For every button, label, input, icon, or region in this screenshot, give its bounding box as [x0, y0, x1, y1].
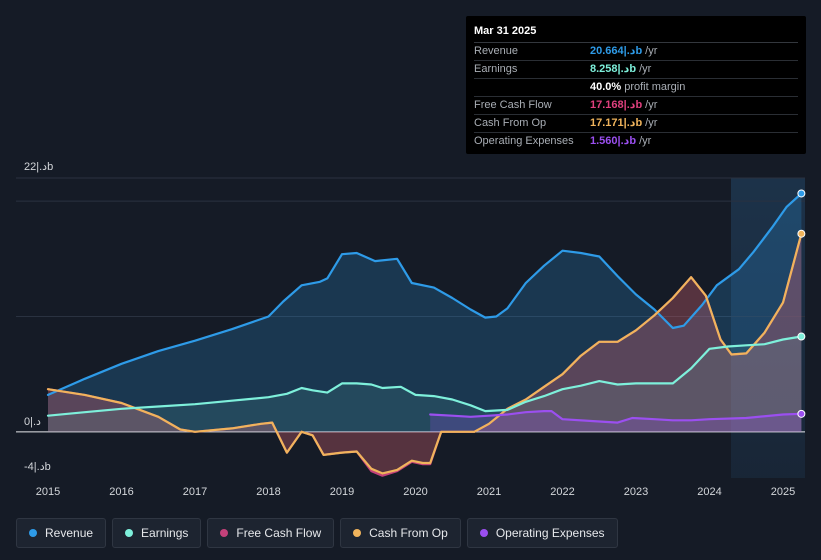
y-tick-label-zero: 0|.د: [24, 416, 41, 428]
x-tick-label: 2023: [624, 486, 648, 498]
operating-expenses-area: [430, 411, 802, 432]
revenue-area: [48, 193, 802, 432]
x-tick-label: 2019: [330, 486, 354, 498]
tooltip-row: Free Cash Flow 17.168|.دb/yr: [474, 97, 798, 115]
tooltip-row: 40.0% profit margin: [474, 79, 798, 97]
tooltip-row-name: Free Cash Flow: [474, 99, 552, 111]
x-tick-label: 2025: [771, 486, 795, 498]
x-tick-label: 2020: [403, 486, 427, 498]
legend-item-earnings[interactable]: Earnings: [112, 518, 202, 548]
tooltip-row-unit: /yr: [645, 45, 658, 57]
tooltip-row-unit: /yr: [639, 63, 652, 75]
tooltip-row: Cash From Op 17.171|.دb/yr: [474, 115, 798, 133]
revenue-line: [46, 192, 803, 396]
cash-from-op-area: [48, 233, 802, 474]
tooltip-panel: Mar 31 2025 Revenue 20.664|.دb/yr Earnings…: [466, 16, 806, 154]
y-tick-label-top: 22|.دb: [24, 161, 53, 173]
tooltip-row-name: Revenue: [474, 45, 519, 57]
legend-dot-icon: [220, 529, 229, 537]
tooltip-row: Operating Expenses 1.560|.دb/yr: [474, 133, 798, 150]
earnings-line: [46, 335, 803, 417]
operating-expenses-end-marker: [797, 409, 806, 418]
legend-dot-icon: [125, 529, 134, 537]
x-tick-label: 2015: [36, 486, 60, 498]
legend-label: Cash From Op: [369, 526, 448, 540]
tooltip-row-value: 20.664|.دb: [590, 45, 643, 57]
tooltip-row-unit: profit margin: [624, 81, 686, 93]
tooltip-row-name: Cash From Op: [474, 117, 547, 129]
tooltip-row-value: 40.0%: [590, 81, 622, 93]
tooltip-row: Earnings 8.258|.دb/yr: [474, 61, 798, 79]
tooltip-row-value: 1.560|.دb: [590, 135, 637, 147]
y-tick-label-bottom: -4|.دb: [24, 461, 51, 473]
legend-dot-icon: [479, 529, 488, 537]
tooltip-row-name: [474, 79, 590, 96]
free-cash-flow-area: [48, 233, 802, 476]
revenue-end-marker: [797, 189, 806, 198]
tooltip-row-unit: /yr: [645, 99, 658, 111]
legend-item-free-cash-flow[interactable]: Free Cash Flow: [207, 518, 335, 548]
legend-label: Earnings: [141, 526, 189, 540]
tooltip-date: Mar 31 2025: [474, 24, 798, 43]
legend: Revenue Earnings Free Cash Flow Cash From O…: [16, 518, 618, 548]
x-tick-label: 2024: [697, 486, 721, 498]
earnings-area: [48, 336, 802, 432]
tooltip-row-value: 17.171|.دb: [590, 117, 643, 129]
tooltip-row: Revenue 20.664|.دb/yr: [474, 43, 798, 61]
legend-dot-icon: [353, 529, 362, 537]
legend-item-revenue[interactable]: Revenue: [16, 518, 107, 548]
tooltip-row-unit: /yr: [645, 117, 658, 129]
operating-expenses-line: [429, 410, 803, 424]
legend-item-cash-from-op[interactable]: Cash From Op: [340, 518, 461, 548]
x-tick-label: 2017: [183, 486, 207, 498]
tooltip-row-name: Operating Expenses: [474, 135, 574, 147]
x-tick-label: 2018: [256, 486, 280, 498]
legend-label: Revenue: [45, 526, 94, 540]
legend-label: Operating Expenses: [495, 526, 605, 540]
legend-item-operating-expenses[interactable]: Operating Expenses: [466, 518, 618, 548]
tooltip-row-unit: /yr: [639, 135, 652, 147]
x-tick-label: 2016: [109, 486, 133, 498]
x-tick-label: 2022: [550, 486, 574, 498]
tooltip-row-value: 8.258|.دb: [590, 63, 637, 75]
cash-from-op-end-marker: [797, 229, 806, 238]
legend-dot-icon: [29, 529, 37, 537]
tooltip-row-name: Earnings: [474, 63, 518, 75]
legend-label: Free Cash Flow: [236, 526, 322, 540]
cash-from-op-line: [46, 232, 803, 475]
x-tick-label: 2021: [477, 486, 501, 498]
tooltip-row-value: 17.168|.دb: [590, 99, 643, 111]
earnings-end-marker: [797, 332, 806, 341]
